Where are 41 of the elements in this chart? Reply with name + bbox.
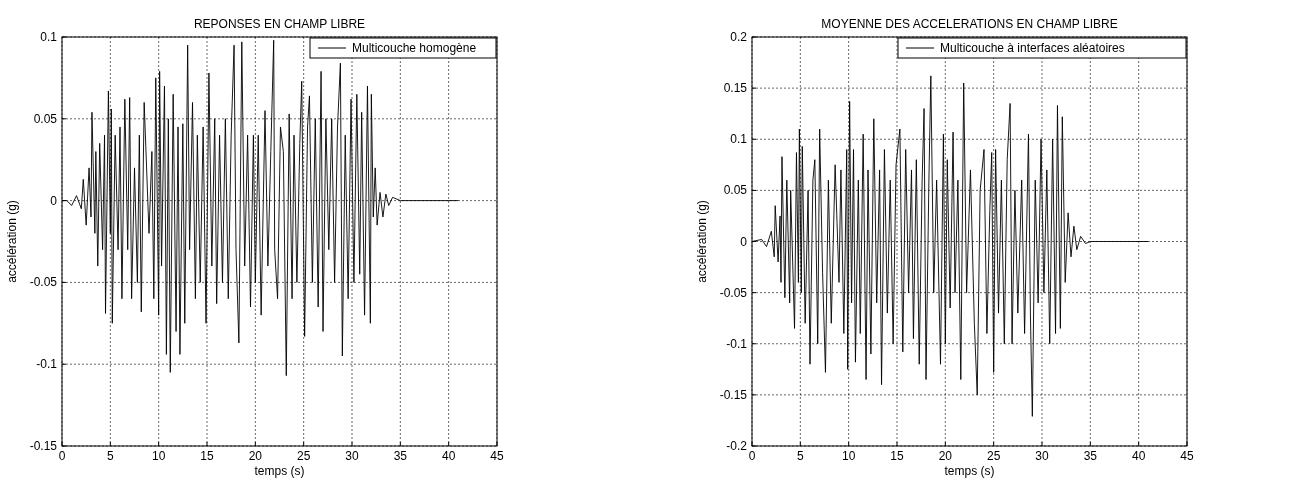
x-tick-label: 30 xyxy=(345,449,359,463)
y-tick-label: 0.1 xyxy=(40,30,58,44)
y-axis-title: accélération (g) xyxy=(5,200,19,283)
y-axis-title: accélération (g) xyxy=(695,200,709,283)
y-tick-label: 0 xyxy=(740,234,748,249)
y-tick-label: -0.2 xyxy=(726,439,748,453)
x-tick-label: 40 xyxy=(441,449,456,463)
y-tick-label: -0.05 xyxy=(29,275,58,290)
y-tick-label: 0.05 xyxy=(33,111,58,126)
y-tick-label: 0.1 xyxy=(730,132,748,147)
y-tick-label: -0.15 xyxy=(719,387,748,402)
x-tick-label: 20 xyxy=(248,449,263,463)
x-tick-label: 5 xyxy=(106,449,114,463)
x-tick-label: 40 xyxy=(1131,449,1146,463)
y-tick-label: -0.1 xyxy=(726,336,748,351)
y-tick-label: 0 xyxy=(50,193,58,208)
x-tick-label: 25 xyxy=(986,449,1001,463)
x-tick-label: 45 xyxy=(490,449,504,463)
y-tick-label: 0.2 xyxy=(730,30,748,44)
x-tick-label: 35 xyxy=(1083,449,1098,463)
chart-title: REPONSES EN CHAMP LIBRE xyxy=(193,17,366,31)
legend-label: Multicouche homogène xyxy=(352,41,477,55)
x-axis-title: temps (s) xyxy=(254,464,305,478)
x-tick-label: 10 xyxy=(841,449,856,463)
y-tick-label: 0.15 xyxy=(723,81,748,96)
chart-title: MOYENNE DES ACCELERATIONS EN CHAMP LIBRE xyxy=(821,17,1118,31)
x-tick-label: 15 xyxy=(890,449,904,463)
x-tick-label: 25 xyxy=(296,449,311,463)
x-axis-title: temps (s) xyxy=(944,464,995,478)
y-tick-label: 0.05 xyxy=(723,183,748,198)
x-tick-label: 45 xyxy=(1180,449,1194,463)
legend-label: Multicouche à interfaces aléatoires xyxy=(940,41,1125,55)
y-tick-label: -0.05 xyxy=(719,285,748,300)
x-tick-label: 35 xyxy=(393,449,408,463)
x-tick-label: 20 xyxy=(938,449,953,463)
x-tick-label: 5 xyxy=(796,449,804,463)
y-tick-label: -0.15 xyxy=(29,439,58,453)
x-tick-label: 30 xyxy=(1035,449,1049,463)
x-tick-label: 10 xyxy=(151,449,166,463)
y-tick-label: -0.1 xyxy=(36,357,58,372)
x-tick-label: 15 xyxy=(200,449,214,463)
